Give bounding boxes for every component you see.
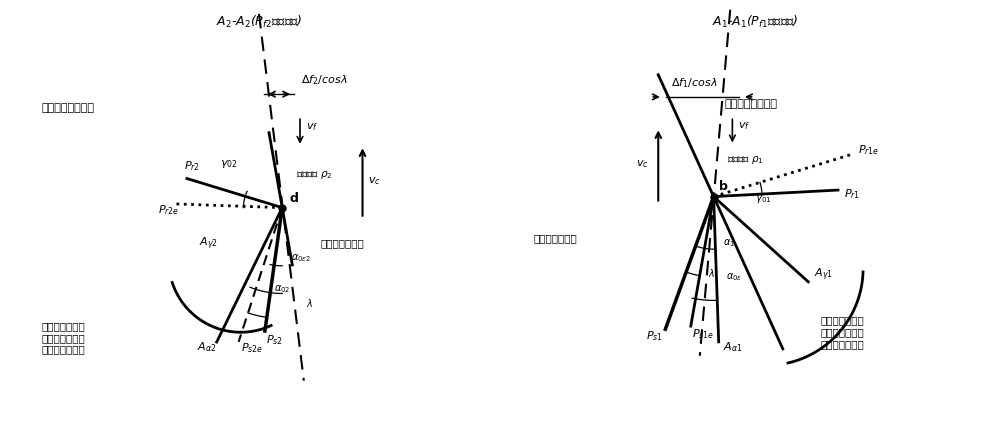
Text: $P_{r1e}$: $P_{r1e}$: [858, 143, 879, 156]
Text: $\alpha_{0\varepsilon}$: $\alpha_{0\varepsilon}$: [726, 272, 742, 284]
Text: $\Delta f_2/cos\lambda$: $\Delta f_2/cos\lambda$: [301, 74, 348, 87]
Text: $P_{s1}$: $P_{s1}$: [646, 329, 663, 343]
Text: $A_{\alpha 1}$: $A_{\alpha 1}$: [723, 340, 742, 354]
Text: 右刃切削时螺纹
中径处的主剖面
与刀具的相交面: 右刃切削时螺纹 中径处的主剖面 与刀具的相交面: [41, 321, 85, 354]
Text: $v_c$: $v_c$: [368, 175, 381, 187]
Text: $\lambda$: $\lambda$: [306, 297, 313, 309]
Text: $v_f$: $v_f$: [738, 120, 750, 132]
Text: $A_{\gamma 1}$: $A_{\gamma 1}$: [814, 267, 833, 284]
Text: 左刃切削时螺纹
中径处的主剖面
与刀具的相交面: 左刃切削时螺纹 中径处的主剖面 与刀具的相交面: [820, 315, 864, 349]
Text: $\gamma_{01}$: $\gamma_{01}$: [755, 193, 772, 205]
Text: 刃口半径 $\rho_2$: 刃口半径 $\rho_2$: [296, 169, 333, 181]
Text: $A_{\gamma 2}$: $A_{\gamma 2}$: [199, 236, 218, 252]
Text: $v_c$: $v_c$: [636, 158, 649, 170]
Text: $P_{s2}$: $P_{s2}$: [266, 334, 283, 347]
Text: $\alpha_{02}$: $\alpha_{02}$: [274, 283, 290, 295]
Text: $\alpha_1$: $\alpha_1$: [723, 237, 735, 249]
Text: $\Delta f_1/cos\lambda$: $\Delta f_1/cos\lambda$: [671, 76, 718, 90]
Text: 待加工右螺纹表面: 待加工右螺纹表面: [41, 103, 94, 113]
Text: $\lambda$: $\lambda$: [708, 267, 715, 279]
Text: $P_{s1e}$: $P_{s1e}$: [692, 327, 714, 341]
Text: b: b: [719, 180, 728, 193]
Text: $P_{r2}$: $P_{r2}$: [184, 159, 200, 173]
Text: $v_f$: $v_f$: [306, 121, 318, 132]
Text: $P_{s2e}$: $P_{s2e}$: [241, 342, 264, 355]
Text: $A_2$-$A_2$($P_{f2}$进给剖面): $A_2$-$A_2$($P_{f2}$进给剖面): [216, 14, 302, 30]
Text: d: d: [289, 192, 298, 205]
Text: 已加工螺纹表面: 已加工螺纹表面: [534, 233, 577, 243]
Text: $A_{\alpha 2}$: $A_{\alpha 2}$: [197, 340, 217, 354]
Text: 已加工螺纹表面: 已加工螺纹表面: [321, 238, 365, 249]
Text: $\gamma_{02}$: $\gamma_{02}$: [220, 158, 238, 170]
Text: $\alpha_{0\varepsilon 2}$: $\alpha_{0\varepsilon 2}$: [291, 252, 311, 264]
Text: 刃口半径 $\rho_1$: 刃口半径 $\rho_1$: [727, 154, 764, 166]
Text: $P_{r1}$: $P_{r1}$: [844, 187, 860, 201]
Text: $A_1$-$A_1$($P_{f1}$进给剖面): $A_1$-$A_1$($P_{f1}$进给剖面): [712, 14, 798, 30]
Text: $P_{r2e}$: $P_{r2e}$: [158, 204, 179, 218]
Text: 待加工左螺纹表面: 待加工左螺纹表面: [725, 99, 778, 109]
